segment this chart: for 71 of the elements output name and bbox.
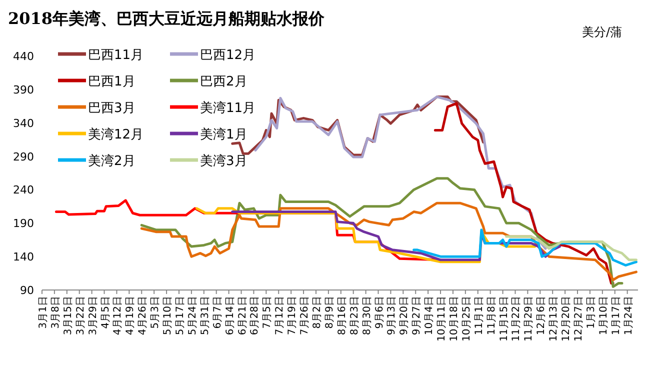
x-tick-label: 9月20日 [399, 296, 410, 336]
chart-title: 2018年美湾、巴西大豆近远月船期贴水报价 [8, 9, 326, 28]
line-series [412, 228, 638, 267]
x-tick-label: 11月1日 [474, 296, 485, 336]
legend-label: 美湾1月 [200, 126, 248, 142]
y-tick-label: 90 [20, 284, 34, 297]
x-tick-label: 6月28日 [250, 296, 261, 336]
x-tick-label: 4月5日 [100, 296, 112, 329]
x-tick-label: 7月5日 [262, 296, 274, 329]
x-tick-label: 9月6日 [374, 296, 386, 329]
legend-label: 美湾12月 [88, 126, 144, 142]
x-tick-label: 7月19日 [287, 296, 298, 336]
x-tick-label: 12月6日 [536, 296, 548, 336]
x-tick-label: 11月29日 [524, 296, 535, 342]
x-tick-label: 8月16日 [336, 296, 348, 336]
y-tick-label: 190 [13, 217, 34, 230]
x-tick-label: 3月1日 [38, 296, 49, 329]
x-tick-label: 11月22日 [511, 296, 522, 342]
x-tick-label: 11月8日 [486, 296, 498, 336]
x-tick-label: 10月11日 [436, 296, 448, 342]
x-tick-label: 12月13日 [548, 296, 560, 342]
legend-label: 美湾2月 [88, 153, 136, 169]
line-series [434, 102, 614, 285]
legend-label: 巴西1月 [88, 74, 136, 90]
x-tick-label: 9月27日 [412, 296, 423, 336]
x-tick-label: 10月18日 [448, 296, 460, 342]
y-tick-label: 440 [13, 50, 34, 63]
y-tick-label: 390 [13, 83, 34, 96]
y-tick-label: 240 [13, 184, 34, 197]
x-tick-label: 1月17日 [610, 296, 622, 336]
x-tick-label: 1月10日 [598, 296, 610, 336]
x-tick-label: 5月10日 [162, 296, 174, 336]
x-tick-label: 10月25日 [461, 296, 472, 342]
x-tick-label: 4月26日 [138, 296, 149, 336]
x-tick-label: 4月12日 [112, 296, 124, 336]
y-axis-title: 美分/蒲 [582, 25, 622, 39]
x-tick-label: 4月19日 [125, 296, 136, 336]
x-tick-label: 3月29日 [88, 296, 99, 336]
y-tick-label: 290 [13, 150, 34, 164]
x-tick-label: 8月9日 [324, 296, 336, 329]
x-tick-label: 1月3日 [586, 296, 597, 329]
x-tick-label: 10月4日 [424, 296, 436, 336]
x-tick-label: 1月24日 [623, 296, 634, 336]
line-series [505, 235, 638, 262]
x-tick-label: 5月3日 [150, 296, 162, 329]
x-tick-label: 9月13日 [386, 296, 398, 336]
x-tick-label: 11月15日 [498, 296, 510, 342]
x-tick-label: 3月8日 [50, 296, 62, 329]
x-tick-label: 8月23日 [349, 296, 360, 336]
x-tick-label: 5月31日 [200, 296, 211, 336]
legend-label: 巴西3月 [88, 101, 136, 116]
x-tick-label: 5月24日 [187, 296, 198, 336]
y-tick-label: 140 [13, 250, 34, 264]
x-tick-label: 6月7日 [212, 296, 224, 329]
x-tick-label: 7月12日 [274, 296, 286, 336]
legend-label: 巴西12月 [200, 48, 256, 63]
legend-label: 巴西11月 [88, 48, 144, 63]
x-tick-label: 8月30日 [362, 296, 373, 336]
x-tick-label: 8月2日 [312, 296, 323, 329]
x-tick-label: 3月15日 [62, 296, 74, 336]
legend-label: 巴西2月 [200, 74, 248, 90]
legend-label: 美湾11月 [200, 100, 256, 116]
y-tick-label: 340 [13, 116, 34, 130]
x-tick-label: 6月14日 [224, 296, 236, 336]
x-tick-label: 12月20日 [561, 296, 572, 342]
legend-label: 美湾3月 [200, 153, 248, 169]
x-tick-label: 12月27日 [574, 296, 585, 342]
x-tick-label: 5月17日 [174, 296, 186, 336]
x-tick-label: 3月22日 [75, 296, 86, 336]
x-tick-label: 7月26日 [300, 296, 311, 336]
x-tick-label: 6月21日 [237, 296, 248, 336]
